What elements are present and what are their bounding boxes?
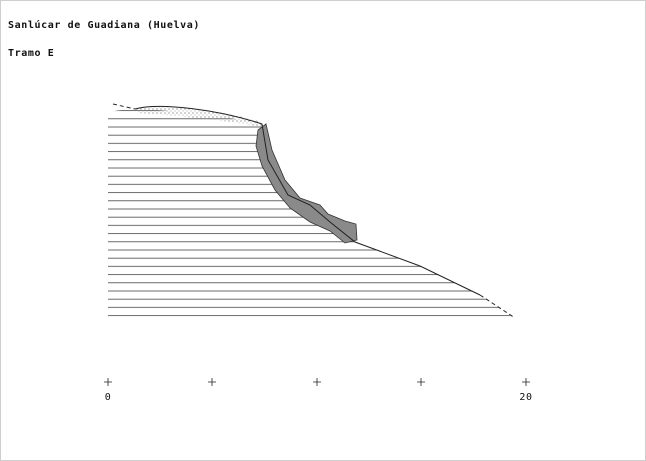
subtitle: Tramo E — [8, 48, 54, 59]
surface-cover — [135, 105, 262, 127]
profile-line — [134, 105, 481, 296]
profile-dashed-start — [112, 103, 136, 110]
scale-bar — [104, 378, 530, 386]
scale-label: 0 — [105, 392, 112, 403]
title: Sanlúcar de Guadiana (Huelva) — [8, 19, 200, 31]
slope-deposit — [255, 123, 358, 244]
scale-label: 20 — [519, 392, 532, 403]
